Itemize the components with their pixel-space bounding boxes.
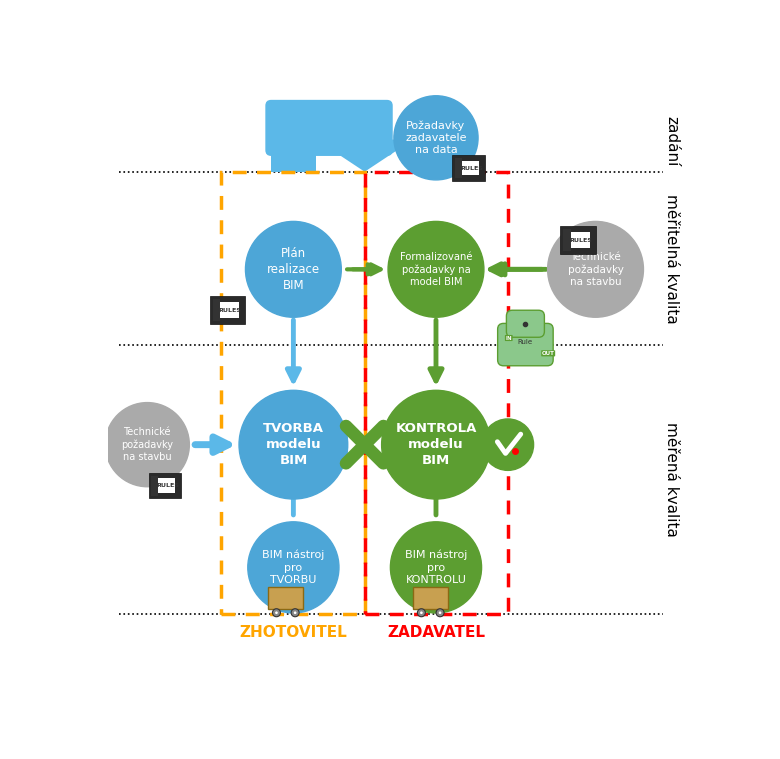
- FancyBboxPatch shape: [213, 299, 220, 321]
- Text: RULES: RULES: [156, 483, 179, 488]
- Text: KONTROLA
modelu
BIM: KONTROLA modelu BIM: [395, 422, 477, 467]
- Text: měřená kvalita: měřená kvalita: [664, 422, 679, 537]
- Circle shape: [388, 222, 484, 317]
- FancyBboxPatch shape: [265, 100, 393, 156]
- Circle shape: [294, 612, 296, 614]
- Polygon shape: [316, 140, 413, 172]
- Text: Plán
realizace
BIM: Plán realizace BIM: [267, 247, 320, 291]
- Circle shape: [246, 222, 342, 317]
- FancyBboxPatch shape: [151, 476, 158, 496]
- Text: Požadavky
zadavatele
na data: Požadavky zadavatele na data: [406, 120, 466, 156]
- FancyBboxPatch shape: [456, 158, 462, 178]
- Circle shape: [248, 521, 339, 613]
- FancyBboxPatch shape: [215, 302, 239, 318]
- FancyBboxPatch shape: [271, 112, 316, 172]
- Text: Technické
požadavky
na stavbu: Technické požadavky na stavbu: [121, 427, 173, 462]
- FancyBboxPatch shape: [268, 587, 303, 609]
- Text: Technické
požadavky
na stavbu: Technické požadavky na stavbu: [568, 251, 623, 287]
- FancyBboxPatch shape: [459, 161, 479, 175]
- FancyBboxPatch shape: [413, 587, 448, 609]
- Text: RULES: RULES: [569, 238, 592, 243]
- Circle shape: [420, 612, 423, 614]
- Text: zadání: zadání: [664, 115, 679, 166]
- Text: Formalizované
požadavky na
model BIM: Formalizované požadavky na model BIM: [399, 251, 472, 287]
- Text: RULES: RULES: [219, 307, 242, 313]
- Text: Rule: Rule: [518, 339, 533, 345]
- FancyBboxPatch shape: [498, 323, 553, 366]
- Text: ZADAVATEL: ZADAVATEL: [387, 625, 485, 641]
- FancyBboxPatch shape: [210, 296, 245, 324]
- Circle shape: [105, 402, 190, 487]
- Bar: [222, 172, 365, 614]
- Circle shape: [381, 390, 491, 499]
- FancyBboxPatch shape: [452, 156, 485, 181]
- Text: RULES: RULES: [460, 165, 483, 171]
- Circle shape: [436, 609, 444, 617]
- Text: BIM nástroj
pro
TVORBU: BIM nástroj pro TVORBU: [262, 550, 324, 585]
- Circle shape: [417, 609, 425, 617]
- Circle shape: [291, 609, 299, 617]
- Text: TVORBA
modelu
BIM: TVORBA modelu BIM: [263, 422, 324, 467]
- FancyBboxPatch shape: [342, 106, 387, 140]
- Text: IN: IN: [505, 335, 512, 341]
- Bar: [365, 172, 508, 614]
- Circle shape: [394, 96, 478, 180]
- Circle shape: [239, 390, 348, 499]
- Circle shape: [438, 612, 441, 614]
- FancyBboxPatch shape: [566, 232, 590, 248]
- FancyBboxPatch shape: [563, 229, 571, 251]
- FancyBboxPatch shape: [560, 226, 596, 254]
- FancyBboxPatch shape: [148, 473, 181, 499]
- Text: měřitelná kvalita: měřitelná kvalita: [664, 194, 679, 323]
- Circle shape: [548, 222, 644, 317]
- Circle shape: [275, 612, 278, 614]
- Circle shape: [391, 521, 481, 613]
- FancyBboxPatch shape: [506, 310, 544, 337]
- Text: OUT: OUT: [542, 351, 555, 356]
- Text: ZHOTOVITEL: ZHOTOVITEL: [239, 625, 347, 641]
- FancyBboxPatch shape: [154, 478, 176, 493]
- Circle shape: [272, 609, 281, 617]
- Circle shape: [482, 419, 534, 471]
- Text: BIM nástroj
pro
KONTROLU: BIM nástroj pro KONTROLU: [405, 550, 467, 585]
